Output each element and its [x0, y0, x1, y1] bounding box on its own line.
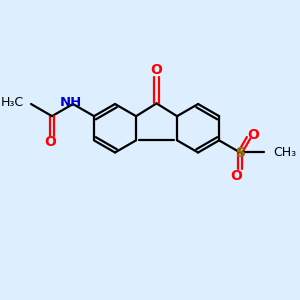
Text: O: O: [151, 63, 163, 77]
Text: O: O: [230, 169, 242, 183]
Text: H₃C: H₃C: [0, 96, 24, 109]
Text: O: O: [44, 135, 56, 149]
Text: S: S: [236, 146, 246, 161]
Text: NH: NH: [60, 96, 82, 109]
Text: O: O: [247, 128, 259, 142]
Text: CH₃: CH₃: [274, 146, 297, 159]
